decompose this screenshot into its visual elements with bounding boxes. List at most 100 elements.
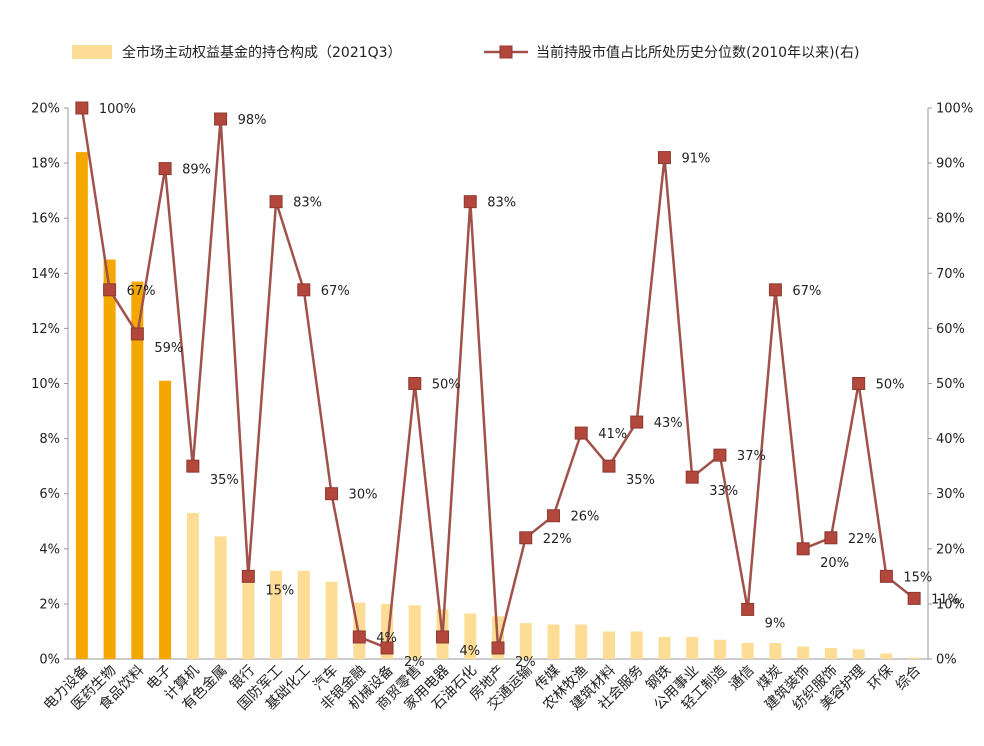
line-series: 100% 67% 59% 89% 35% 98% 15% 83% 67% 30% 4% 2% 50% 4%… <box>75 101 960 670</box>
line-marker <box>436 630 450 644</box>
x-tick-label: 综合 <box>893 663 924 694</box>
y-left-tick-label: 12% <box>31 322 60 337</box>
line-path <box>80 107 915 650</box>
y-left-tick-label: 18% <box>31 157 60 172</box>
line-marker <box>103 283 117 297</box>
data-label: 2% <box>404 655 425 670</box>
y-left-tick-label: 6% <box>39 487 60 502</box>
data-label: 26% <box>570 510 599 525</box>
y-left-tick-label: 4% <box>39 542 60 557</box>
y-right-tick-label: 20% <box>936 542 965 557</box>
line-marker <box>546 509 560 523</box>
line-marker <box>796 542 810 556</box>
line-marker <box>685 470 699 484</box>
line-marker <box>657 151 671 165</box>
line-marker <box>713 448 727 462</box>
data-label: 35% <box>626 473 655 488</box>
line-marker <box>907 591 921 605</box>
line-marker <box>574 426 588 440</box>
y-right-tick-label: 80% <box>936 212 965 227</box>
line-marker <box>491 641 505 655</box>
bar <box>270 570 283 659</box>
line-marker <box>241 569 255 583</box>
line-marker <box>768 283 782 297</box>
bar <box>741 643 754 659</box>
x-axis-labels: 电力设备医药生物食品饮料电子计算机有色金属银行国防军工基础化工汽车非银金融机械设… <box>40 662 924 714</box>
y-left-tick-label: 0% <box>39 653 60 668</box>
data-label: 11% <box>931 592 960 607</box>
legend-marker-swatch <box>499 45 513 59</box>
data-label: 50% <box>432 378 461 393</box>
bar-series <box>75 152 921 659</box>
line-marker <box>380 641 394 655</box>
bar <box>131 281 144 659</box>
data-label: 20% <box>820 556 849 571</box>
bar <box>575 624 588 659</box>
bar <box>602 631 615 659</box>
line-marker <box>297 283 311 297</box>
y-right-tick-label: 50% <box>936 377 965 392</box>
y-right-tick-label: 30% <box>936 487 965 502</box>
y-right-tick-label: 100% <box>936 102 973 117</box>
bar <box>769 643 782 659</box>
line-marker <box>463 195 477 209</box>
legend: 全市场主动权益基金的持仓构成（2021Q3） 当前持股市值占比所处历史分位数(2… <box>72 44 859 61</box>
bar <box>408 605 421 659</box>
bar <box>103 259 116 659</box>
data-label: 9% <box>765 616 786 631</box>
data-label: 4% <box>460 644 481 659</box>
y-right-tick-label: 40% <box>936 432 965 447</box>
y-left-tick-label: 20% <box>31 102 60 117</box>
data-label: 37% <box>737 449 766 464</box>
data-label: 35% <box>210 473 239 488</box>
line-marker <box>602 459 616 473</box>
bar <box>464 613 477 659</box>
y-right-tick-label: 90% <box>936 157 965 172</box>
data-label: 50% <box>876 378 905 393</box>
line-marker <box>630 415 644 429</box>
data-label: 2% <box>515 655 536 670</box>
line-marker <box>879 569 893 583</box>
line-marker <box>214 112 228 126</box>
bar <box>824 647 837 659</box>
y-left-tick-label: 10% <box>31 377 60 392</box>
y-right-tick-label: 70% <box>936 267 965 282</box>
y-left-tick-label: 8% <box>39 432 60 447</box>
data-label: 100% <box>99 102 136 117</box>
y-right-tick-label: 60% <box>936 322 965 337</box>
bar <box>880 653 893 659</box>
bar <box>186 512 199 659</box>
data-label: 43% <box>654 416 683 431</box>
data-label: 98% <box>238 113 267 128</box>
line-marker <box>325 487 339 501</box>
data-label: 67% <box>792 284 821 299</box>
bar <box>630 631 643 659</box>
data-label: 83% <box>487 196 516 211</box>
data-label: 4% <box>376 631 397 646</box>
x-tick-label: 环保 <box>865 663 896 694</box>
data-label: 30% <box>349 488 378 503</box>
bar <box>325 581 338 659</box>
y-left-tick-label: 14% <box>31 267 60 282</box>
data-label: 89% <box>182 163 211 178</box>
data-label: 67% <box>127 284 156 299</box>
bar <box>214 536 227 659</box>
line-marker <box>186 459 200 473</box>
bar <box>519 623 532 659</box>
line-marker <box>519 531 533 545</box>
legend-bar-label: 全市场主动权益基金的持仓构成（2021Q3） <box>122 44 402 61</box>
line-marker <box>269 195 283 209</box>
bar <box>658 636 671 659</box>
y-right-tick-label: 0% <box>936 653 957 668</box>
data-label: 33% <box>709 484 738 499</box>
data-label: 22% <box>543 532 572 547</box>
y-right-tick-label: 10% <box>936 597 965 612</box>
x-tick-label: 通信 <box>726 663 757 694</box>
legend-line-label: 当前持股市值占比所处历史分位数(2010年以来)(右) <box>536 44 859 61</box>
legend-bar-swatch <box>72 45 112 59</box>
data-label: 91% <box>681 152 710 167</box>
line-marker <box>852 377 866 390</box>
data-label: 15% <box>903 570 932 585</box>
